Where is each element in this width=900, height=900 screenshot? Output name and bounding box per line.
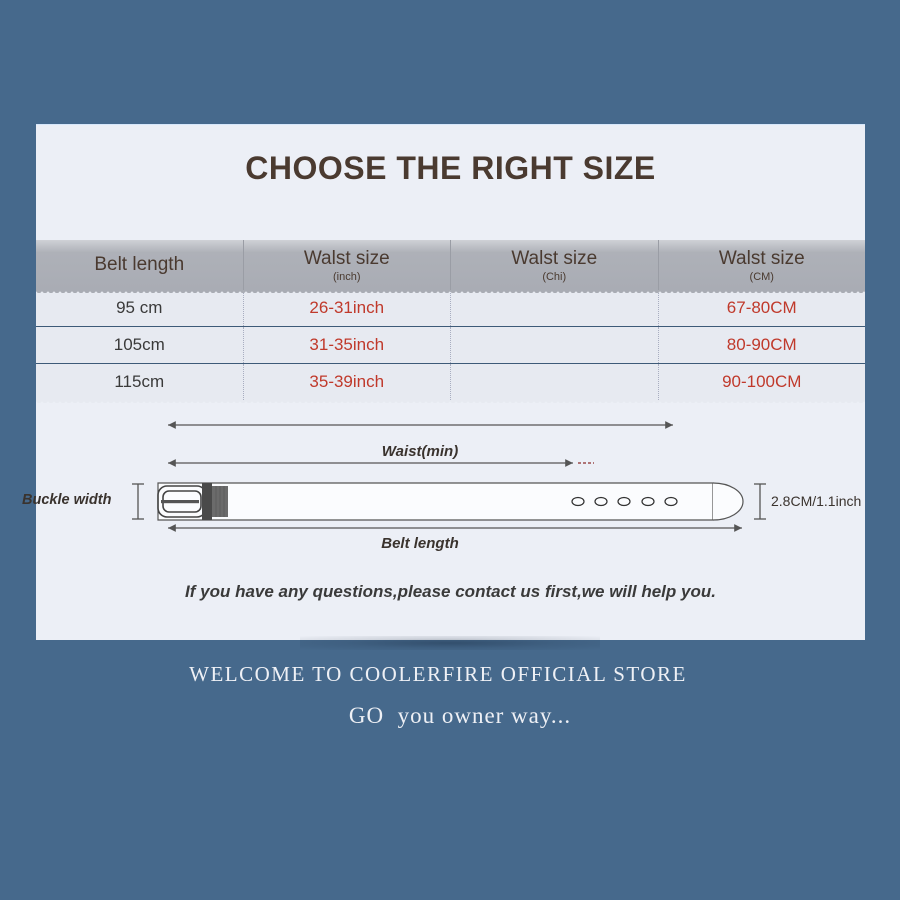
- svg-text:Waist(min): Waist(min): [382, 443, 458, 460]
- svg-text:2.8CM/1.1inch: 2.8CM/1.1inch: [771, 493, 861, 509]
- svg-text:Buckle width: Buckle width: [22, 492, 112, 508]
- svg-text:Belt length: Belt length: [381, 535, 459, 552]
